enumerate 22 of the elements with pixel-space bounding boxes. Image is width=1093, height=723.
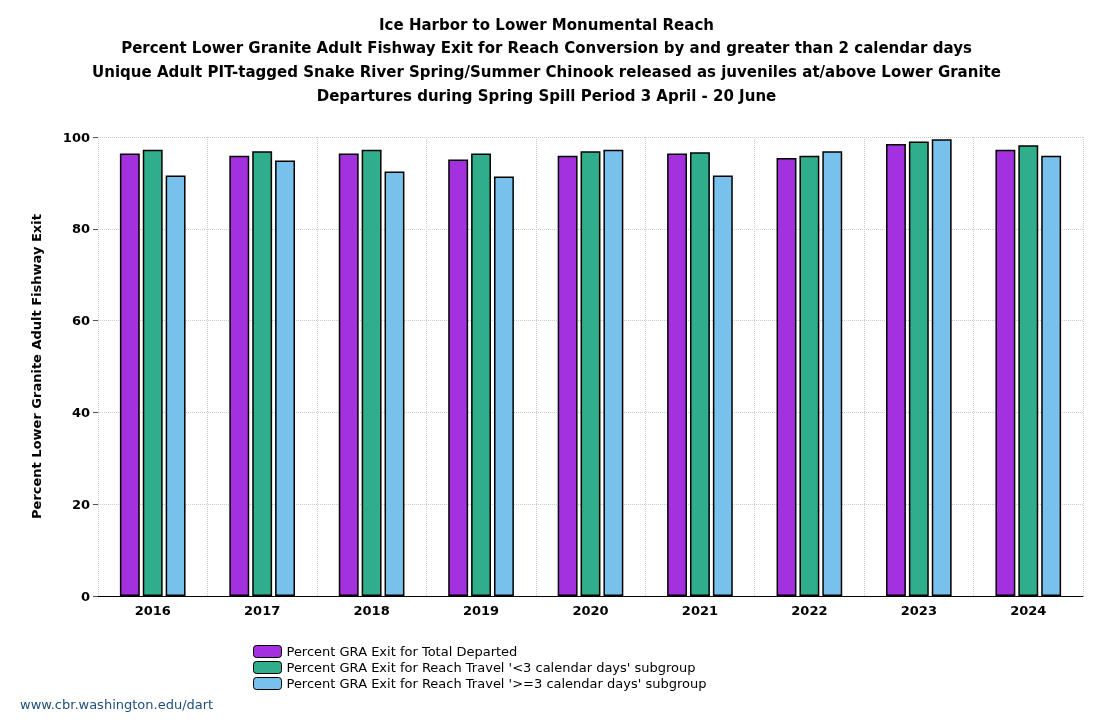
- y-tick-label: 60: [71, 313, 90, 329]
- y-tick-label: 0: [80, 588, 90, 604]
- x-tick-label: 2020: [572, 603, 609, 618]
- x-tick-label: 2016: [134, 603, 171, 618]
- legend-label: Percent GRA Exit for Total Departed: [286, 644, 518, 659]
- x-tick-label: 2017: [244, 603, 281, 618]
- x-tick-label: 2022: [791, 603, 828, 618]
- x-tick-label: 2021: [681, 603, 719, 618]
- y-tick-label: 80: [71, 221, 90, 237]
- chart-title: Ice Harbor to Lower Monumental Reach: [379, 15, 714, 34]
- legend-label: Percent GRA Exit for Reach Travel '>=3 calendar days' subgroup: [286, 676, 707, 691]
- y-tick-label: 40: [71, 404, 90, 420]
- legend-label: Percent GRA Exit for Reach Travel '<3 calendar days' subgroup: [286, 660, 696, 675]
- y-tick-label: 100: [62, 129, 90, 145]
- x-tick-label: 2019: [462, 603, 500, 618]
- chart-subtitle: Percent Lower Granite Adult Fishway Exit for Reach Conversion by and greater than 2 calendar days Unique Adult PIT-tagged Snake River Spring/Summer Chinook released as juveniles at/above Lower Granite Departures during Spring Spill Period 3 April - 20 June: [92, 39, 1001, 105]
- y-axis-title: Percent Lower Granite Adult Fishway Exit: [29, 214, 44, 519]
- x-tick-label: 2024: [1010, 603, 1047, 618]
- text: www.cbr.washington.edu/dart: [20, 697, 214, 712]
- x-tick-label: 2023: [900, 603, 937, 618]
- y-tick-label: 20: [71, 496, 90, 512]
- x-tick-label: 2018: [353, 603, 390, 618]
